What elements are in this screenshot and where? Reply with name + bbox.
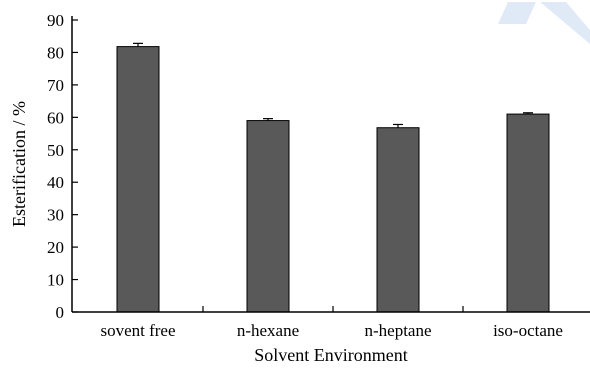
bar <box>506 113 550 313</box>
y-tick-label: 30 <box>47 206 64 225</box>
x-axis: sovent free n-hexane n-heptane iso-octane <box>72 306 590 340</box>
y-axis-title: Esterification / % <box>9 101 29 227</box>
bars <box>116 46 550 313</box>
x-tick-label: n-heptane <box>364 321 431 340</box>
y-tick-label: 60 <box>47 108 64 127</box>
error-bar <box>523 112 533 115</box>
y-tick-label: 90 <box>47 11 64 30</box>
watermark-logo <box>498 2 590 44</box>
bar <box>376 127 420 313</box>
x-axis-title: Solvent Environment <box>254 345 407 365</box>
x-tick-label: n-hexane <box>237 321 299 340</box>
y-tick-label: 50 <box>47 141 64 160</box>
x-tick-label: sovent free <box>100 321 175 340</box>
y-tick-label: 10 <box>47 271 64 290</box>
error-bar <box>133 42 143 47</box>
bar <box>116 46 160 313</box>
y-tick-label: 0 <box>56 303 65 322</box>
y-tick-label: 40 <box>47 173 64 192</box>
x-tick-label: iso-octane <box>493 321 563 340</box>
y-tick-label: 20 <box>47 238 64 257</box>
error-bars <box>133 42 533 128</box>
error-bar <box>263 118 273 121</box>
y-tick-label: 80 <box>47 43 64 62</box>
y-axis: 0 10 20 30 40 50 60 70 80 90 <box>47 11 78 322</box>
y-tick-label: 70 <box>47 76 64 95</box>
error-bar <box>393 123 403 128</box>
bar <box>246 120 290 313</box>
